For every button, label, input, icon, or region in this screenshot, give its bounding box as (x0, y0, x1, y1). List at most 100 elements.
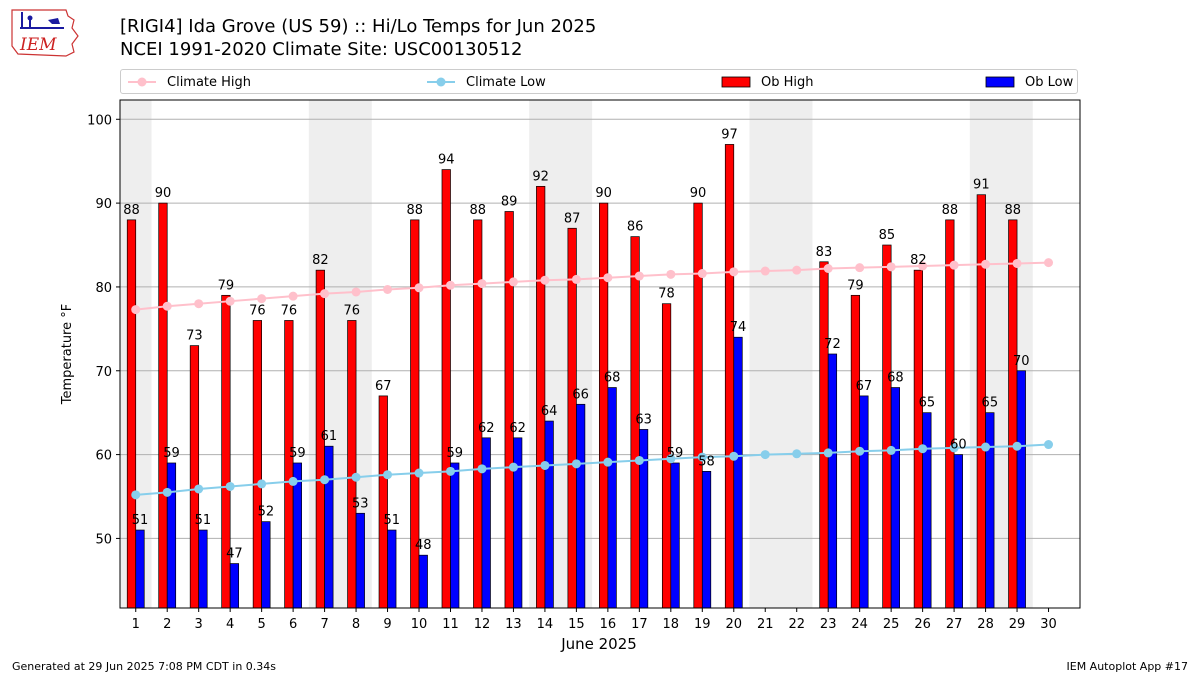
y-tick-label: 50 (95, 532, 112, 547)
ob-high-value-label: 88 (469, 203, 486, 218)
x-tick-label: 7 (320, 617, 328, 632)
x-tick-label: 10 (411, 617, 428, 632)
ob-low-bar (135, 529, 145, 609)
x-tick-label: 18 (663, 617, 680, 632)
ob-low-value-label: 59 (446, 446, 463, 461)
ob-high-bar (913, 269, 923, 609)
generated-timestamp: Generated at 29 Jun 2025 7:08 PM CDT in … (12, 660, 277, 673)
x-tick-label: 8 (352, 617, 360, 632)
ob-low-bar (890, 387, 900, 609)
ob-low-value-label: 68 (887, 371, 904, 386)
ob-high-bar (158, 202, 168, 609)
ob-high-bar (441, 169, 451, 609)
x-axis-label: June 2025 (560, 635, 637, 653)
climate-high-point (634, 271, 644, 281)
climate-low-point (823, 448, 833, 458)
climate-high-point (760, 266, 770, 276)
climate-low-point (383, 470, 393, 480)
x-tick-label: 16 (600, 617, 617, 632)
climate-low-point (949, 443, 959, 453)
ob-low-bar (922, 412, 932, 609)
ob-low-value-label: 51 (384, 513, 401, 528)
legend: Climate High Climate Low Ob High Ob Low (120, 69, 1078, 94)
climate-low-point (729, 451, 739, 461)
climate-high-point (225, 296, 235, 306)
weekend-shade (749, 100, 813, 608)
ob-high-value-label: 91 (973, 178, 990, 193)
climate-low-point (414, 468, 424, 478)
climate-high-point (162, 301, 172, 311)
ob-high-bar (126, 219, 137, 609)
ob-high-value-label: 88 (406, 203, 423, 218)
ob-high-bar (567, 227, 577, 609)
climate-high-point (697, 269, 707, 279)
climate-low-point (508, 462, 518, 472)
ob-high-value-label: 89 (501, 194, 518, 209)
ob-high-value-label: 94 (438, 153, 455, 168)
climate-low-point (320, 475, 330, 485)
climate-low-point (886, 445, 896, 455)
x-tick-label: 17 (631, 617, 648, 632)
climate-low-swatch-icon (427, 77, 455, 87)
climate-low-point (225, 481, 235, 491)
climate-high-point (981, 259, 991, 269)
x-tick-label: 6 (289, 617, 297, 632)
climate-high-point (666, 269, 676, 279)
climate-high-point (320, 289, 330, 299)
x-tick-label: 29 (1009, 617, 1026, 632)
x-tick-label: 23 (820, 617, 837, 632)
ob-low-value-label: 66 (572, 387, 589, 402)
ob-high-bar (473, 219, 483, 609)
ob-low-bar (607, 387, 617, 609)
climate-high-point (823, 263, 833, 273)
ob-low-bar (985, 412, 995, 609)
climate-low-point (1012, 441, 1022, 451)
x-tick-label: 20 (725, 617, 742, 632)
app-credit: IEM Autoplot App #17 (1066, 660, 1189, 673)
climate-low-point (1044, 440, 1054, 450)
ob-low-value-label: 59 (667, 446, 684, 461)
x-tick-label: 11 (442, 617, 459, 632)
legend-label: Ob High (761, 74, 814, 90)
climate-low-point (603, 457, 613, 467)
climate-high-point (918, 261, 928, 271)
ob-high-bar (599, 202, 609, 609)
ob-high-value-label: 78 (658, 287, 675, 302)
x-tick-label: 28 (977, 617, 994, 632)
climate-low-point (540, 460, 550, 470)
y-tick-label: 90 (95, 197, 112, 212)
climate-high-point (603, 273, 613, 283)
ob-low-bar (418, 554, 428, 609)
ob-high-value-label: 76 (281, 303, 298, 318)
ob-high-value-label: 79 (847, 278, 864, 293)
ob-high-value-label: 97 (721, 127, 738, 142)
climate-high-point (131, 305, 141, 315)
ob-low-bar (261, 521, 271, 609)
ob-low-value-label: 72 (824, 337, 841, 352)
ob-low-bar (701, 471, 712, 609)
y-tick-label: 70 (95, 365, 112, 380)
climate-high-point (886, 262, 896, 272)
x-tick-label: 5 (257, 617, 265, 632)
climate-low-point (571, 459, 581, 469)
ob-low-bar (166, 462, 177, 609)
legend-label: Ob Low (1025, 74, 1074, 90)
y-tick-label: 80 (95, 281, 112, 296)
ob-low-bar (670, 462, 680, 609)
ob-low-bar (544, 420, 554, 609)
ob-high-value-label: 86 (627, 220, 644, 235)
ob-low-bar (827, 353, 838, 609)
climate-low-point (131, 490, 141, 500)
x-tick-label: 9 (383, 617, 391, 632)
climate-low-point (697, 452, 707, 462)
x-tick-label: 22 (788, 617, 805, 632)
ob-high-bar (1008, 219, 1018, 609)
climate-low-point (288, 476, 298, 486)
x-tick-label: 1 (132, 617, 140, 632)
x-tick-label: 14 (537, 617, 554, 632)
climate-high-point (288, 291, 298, 301)
climate-high-point (1012, 258, 1022, 268)
climate-low-point (257, 479, 267, 489)
legend-label: Climate Low (466, 74, 546, 90)
